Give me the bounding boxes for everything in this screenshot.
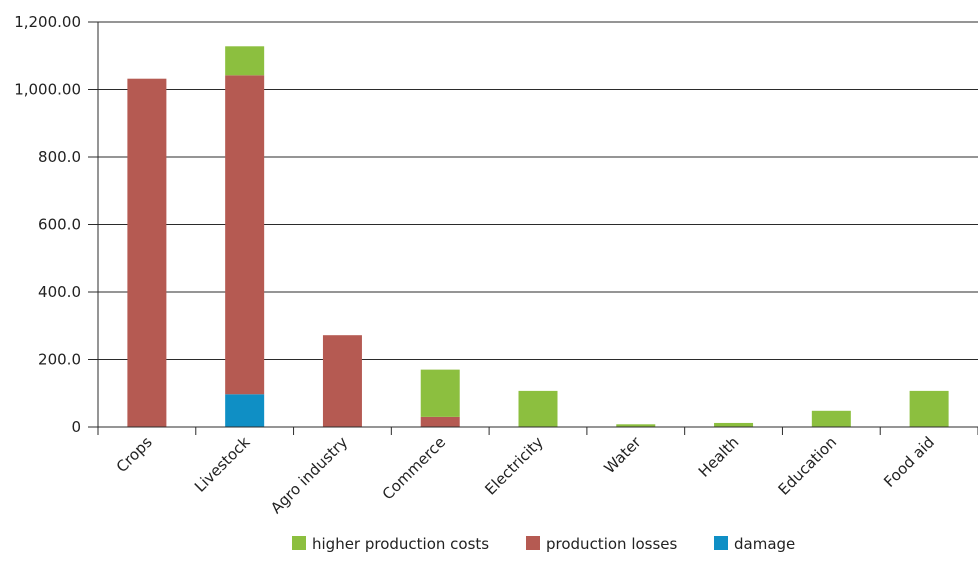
y-tick-label: 1,200.00	[14, 13, 81, 31]
y-gridlines	[88, 21, 978, 428]
bar-production-losses-agro-industry	[322, 335, 362, 427]
legend-swatch-production-losses	[526, 536, 540, 550]
bar-higher-production-costs-commerce	[420, 369, 460, 417]
x-category-label: Agro industry	[267, 433, 351, 517]
x-category-label: Electricity	[481, 433, 547, 499]
legend-swatch-higher-production-costs	[292, 536, 306, 550]
x-category-label: Commerce	[379, 433, 449, 503]
x-category-label: Health	[695, 433, 743, 481]
bar-higher-production-costs-electricity	[518, 390, 558, 427]
y-tick-label: 400.0	[38, 283, 81, 301]
x-category-label: Crops	[113, 433, 156, 476]
x-axis-category-labels: Crops Livestock Agro industry Commerce Elect…	[113, 433, 938, 518]
y-tick-label: 1,000.00	[14, 81, 81, 99]
x-category-label: Livestock	[191, 433, 254, 496]
x-category-label: Water	[601, 433, 646, 478]
y-tick-label: 800.0	[38, 148, 81, 166]
bar-production-losses-crops	[127, 78, 167, 427]
x-axis	[97, 426, 978, 435]
y-tick-label: 600.0	[38, 216, 81, 234]
bar-higher-production-costs-livestock	[225, 46, 265, 76]
y-tick-label: 0	[71, 418, 81, 436]
legend: higher production costs production losses…	[292, 535, 795, 553]
bar-higher-production-costs-water	[616, 424, 656, 427]
bar-higher-production-costs-health	[714, 422, 754, 427]
x-category-label: Food aid	[880, 433, 938, 491]
bars	[127, 46, 949, 427]
legend-label: damage	[734, 535, 795, 553]
y-tick-label: 200.0	[38, 351, 81, 369]
bar-higher-production-costs-food-aid	[909, 390, 949, 427]
bar-production-losses-livestock	[225, 75, 265, 395]
bar-damage-livestock	[225, 394, 265, 427]
legend-swatch-damage	[714, 536, 728, 550]
bar-higher-production-costs-education	[811, 410, 851, 427]
legend-label: higher production costs	[312, 535, 489, 553]
x-category-label: Education	[775, 433, 841, 499]
legend-label: production losses	[546, 535, 678, 553]
bar-production-losses-commerce	[420, 416, 460, 427]
y-axis-ticks: 0 200.0 400.0 600.0 800.0 1,000.00 1,200.00	[14, 13, 99, 436]
